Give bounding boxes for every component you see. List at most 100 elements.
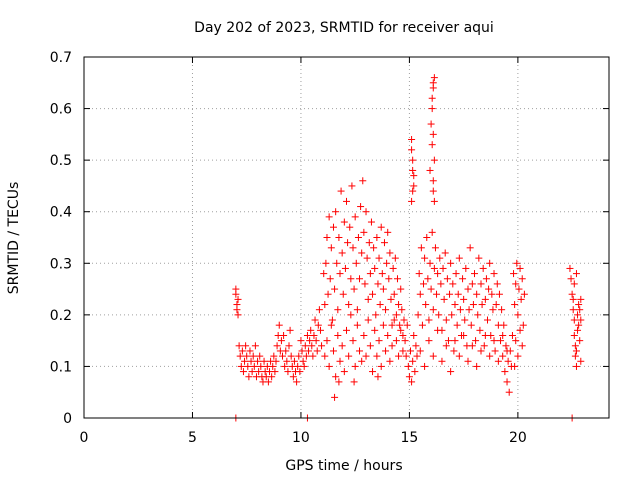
data-point	[352, 259, 360, 267]
data-point	[425, 316, 433, 324]
data-point	[377, 362, 385, 370]
data-point	[449, 280, 457, 288]
data-point	[358, 249, 366, 257]
data-point	[477, 347, 485, 355]
data-point	[455, 254, 463, 262]
data-point	[395, 301, 403, 309]
data-point	[574, 311, 582, 319]
data-point	[501, 368, 509, 376]
data-point	[505, 388, 513, 396]
data-point	[477, 280, 485, 288]
data-point	[431, 244, 439, 252]
data-point	[567, 275, 575, 283]
data-point	[234, 311, 242, 319]
data-point	[447, 368, 455, 376]
data-point	[479, 264, 487, 272]
data-point	[570, 331, 578, 339]
data-point	[391, 254, 399, 262]
data-point	[325, 362, 333, 370]
data-point	[576, 306, 584, 314]
data-point	[372, 311, 380, 319]
x-tick-label: 20	[509, 430, 527, 446]
data-point	[234, 295, 242, 303]
data-point	[302, 352, 310, 360]
data-point	[332, 373, 340, 381]
data-point	[510, 270, 518, 278]
data-point	[305, 347, 313, 355]
data-point	[238, 347, 246, 355]
data-point	[514, 352, 522, 360]
data-point	[280, 331, 288, 339]
y-tick-label: 0.3	[50, 256, 72, 272]
data-point	[257, 362, 265, 370]
data-point	[392, 311, 400, 319]
data-point	[421, 362, 429, 370]
data-point	[321, 301, 329, 309]
data-point	[576, 337, 584, 345]
data-point	[337, 187, 345, 195]
data-point	[357, 203, 365, 211]
data-point	[399, 331, 407, 339]
data-point	[518, 342, 526, 350]
data-point	[322, 259, 330, 267]
data-point	[494, 357, 502, 365]
data-point	[426, 259, 434, 267]
data-point	[273, 342, 281, 350]
data-point	[343, 326, 350, 334]
data-point	[427, 285, 435, 293]
data-point	[310, 331, 318, 339]
data-point	[490, 270, 498, 278]
data-point	[358, 357, 366, 365]
data-point	[474, 311, 482, 319]
data-point	[298, 347, 306, 355]
data-point	[313, 347, 321, 355]
data-point	[489, 306, 497, 314]
data-point	[244, 362, 252, 370]
data-point	[461, 316, 469, 324]
data-point	[484, 316, 492, 324]
x-tick-label: 5	[188, 430, 197, 446]
data-point	[408, 197, 416, 205]
data-point	[341, 264, 349, 272]
data-point	[428, 94, 436, 102]
data-point	[433, 290, 441, 298]
data-point	[348, 182, 356, 190]
data-point	[468, 280, 476, 288]
data-point	[309, 352, 317, 360]
data-point	[271, 368, 279, 376]
data-point	[239, 368, 247, 376]
data-point	[336, 270, 344, 278]
data-point	[512, 337, 520, 345]
data-point	[470, 270, 478, 278]
data-point	[408, 378, 416, 386]
data-point	[467, 321, 475, 329]
data-point	[518, 275, 526, 283]
data-point	[414, 311, 422, 319]
data-point	[294, 362, 302, 370]
data-point	[251, 342, 259, 350]
data-point	[350, 285, 358, 293]
data-point	[572, 362, 580, 370]
data-point	[566, 264, 574, 272]
data-point	[460, 331, 468, 339]
data-point	[387, 295, 395, 303]
data-point	[410, 182, 418, 190]
data-point	[312, 337, 320, 345]
data-point	[371, 264, 379, 272]
y-tick-label: 0	[63, 411, 72, 427]
data-point	[384, 331, 392, 339]
data-point	[236, 352, 244, 360]
data-point	[373, 352, 381, 360]
data-point	[482, 275, 490, 283]
data-point	[318, 342, 326, 350]
y-tick-label: 0.2	[50, 308, 72, 324]
data-point	[354, 234, 362, 241]
data-point	[475, 254, 483, 262]
data-point	[464, 357, 472, 365]
data-point	[572, 270, 580, 278]
data-point	[442, 316, 450, 324]
data-point	[290, 357, 298, 365]
data-points	[232, 74, 585, 422]
data-point	[269, 362, 277, 370]
